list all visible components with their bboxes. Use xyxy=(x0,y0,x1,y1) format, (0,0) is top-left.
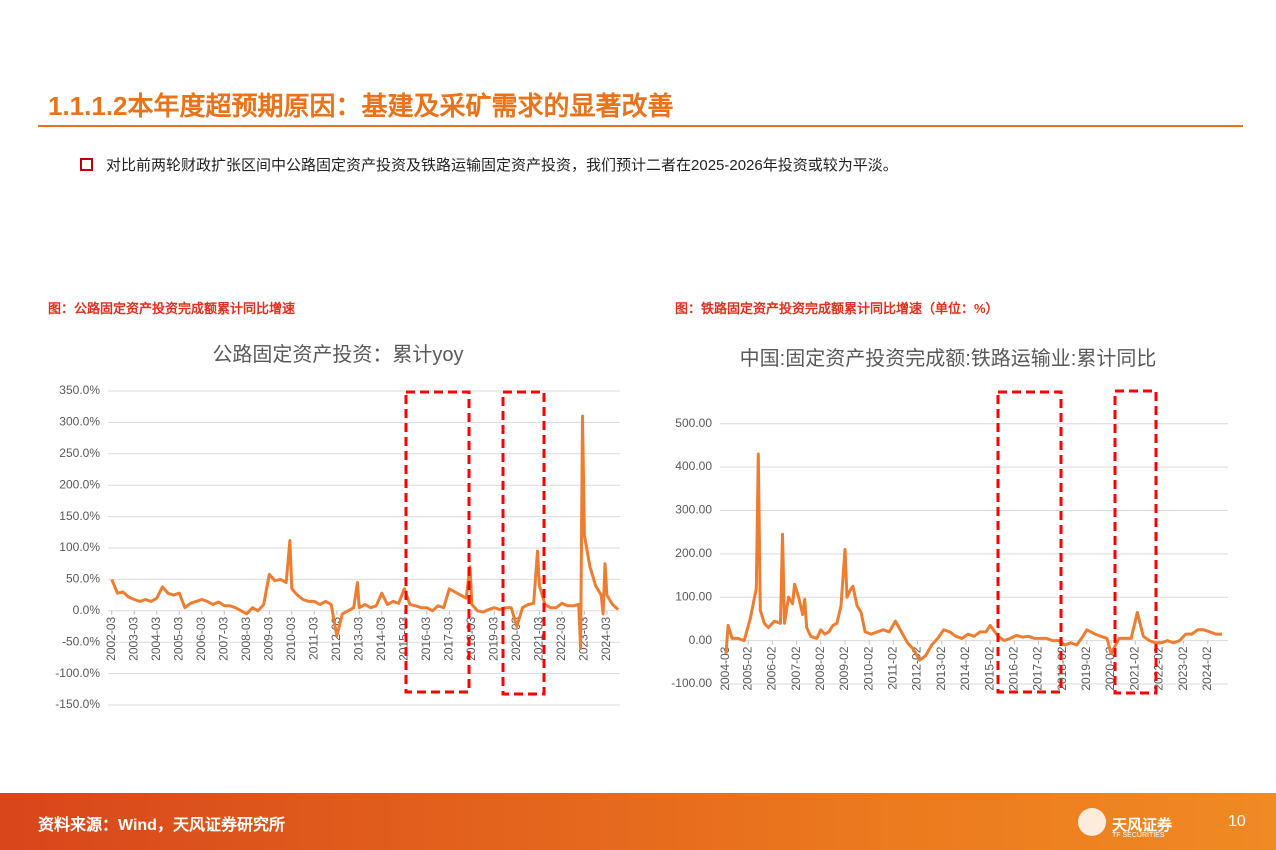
chart-caption: 图：铁路固定资产投资完成额累计同比增速（单位：%） xyxy=(675,301,999,316)
x-tick-label: 2019-03 xyxy=(487,616,501,660)
x-tick-label: 2014-02 xyxy=(958,646,972,690)
x-tick-label: 2010-03 xyxy=(284,616,298,660)
y-tick-label: -100.0% xyxy=(55,666,100,680)
page-number: 10 xyxy=(1228,813,1246,830)
x-tick-label: 2009-03 xyxy=(261,616,275,660)
x-tick-label: 2022-03 xyxy=(554,616,568,660)
x-tick-label: 2012-02 xyxy=(910,646,924,690)
data-line xyxy=(110,414,620,650)
x-tick-label: 2015-02 xyxy=(982,646,996,690)
x-tick-label: 2016-02 xyxy=(1006,646,1020,690)
y-tick-label: 300.0% xyxy=(59,415,100,429)
footer-bar xyxy=(0,793,1276,850)
x-tick-label: 2021-03 xyxy=(532,616,546,660)
logo-text: 天风证券 xyxy=(1112,817,1173,834)
y-tick-label: 100.0% xyxy=(59,540,100,554)
highlight-box xyxy=(501,390,546,696)
x-tick-label: 2010-02 xyxy=(861,646,875,690)
x-tick-label: 2008-02 xyxy=(813,646,827,690)
x-tick-label: 2007-03 xyxy=(216,616,230,660)
y-tick-label: 0.0% xyxy=(73,603,101,617)
chart-title: 公路固定资产投资：累计yoy xyxy=(212,344,464,366)
highlight-box xyxy=(404,390,471,694)
x-tick-label: 2011-02 xyxy=(886,646,900,689)
y-tick-label: 400.00 xyxy=(675,459,712,473)
y-tick-label: 100.00 xyxy=(675,589,712,603)
x-tick-label: 2008-03 xyxy=(239,616,253,660)
source-note: 资料来源：Wind，天风证券研究所 xyxy=(38,817,285,834)
x-tick-label: 2014-03 xyxy=(374,616,388,660)
y-tick-label: -50.0% xyxy=(62,634,100,648)
logo-icon xyxy=(1078,808,1106,836)
x-tick-label: 2021-02 xyxy=(1127,646,1141,690)
y-tick-label: 200.0% xyxy=(59,477,100,491)
chart-caption: 图：公路固定资产投资完成额累计同比增速 xyxy=(48,301,296,316)
highlight-boxes xyxy=(404,389,1158,696)
highlight-box xyxy=(1113,389,1158,695)
y-tick-label: 250.0% xyxy=(59,446,100,460)
x-tick-label: 2006-02 xyxy=(765,646,779,690)
y-tick-label: 0.00 xyxy=(689,633,713,647)
x-tick-label: 2024-02 xyxy=(1200,646,1214,690)
x-tick-label: 2006-03 xyxy=(194,616,208,660)
x-tick-label: 2016-03 xyxy=(419,616,433,660)
y-tick-label: 50.0% xyxy=(66,572,100,586)
x-tick-label: 2019-02 xyxy=(1079,646,1093,690)
x-tick-label: 2018-03 xyxy=(464,616,478,660)
y-tick-label: -150.0% xyxy=(55,697,100,711)
chart-title: 中国:固定资产投资完成额:铁路运输业:累计同比 xyxy=(739,348,1157,370)
x-tick-label: 2005-02 xyxy=(740,646,754,690)
x-tick-label: 2013-03 xyxy=(351,616,365,660)
slide-title: 1.1.1.2本年度超预期原因：基建及采矿需求的显著改善 xyxy=(48,91,674,121)
x-tick-label: 2003-03 xyxy=(126,616,140,660)
bullet-icon xyxy=(80,158,93,171)
x-tick-label: 2011-03 xyxy=(306,616,320,659)
x-tick-label: 2004-03 xyxy=(149,616,163,660)
x-tick-label: 2024-03 xyxy=(599,616,613,660)
x-tick-label: 2022-02 xyxy=(1152,646,1166,690)
y-tick-label: 300.00 xyxy=(675,503,712,517)
x-tick-label: 2002-03 xyxy=(104,616,118,660)
x-tick-label: 2020-03 xyxy=(509,616,523,660)
x-tick-label: 2023-02 xyxy=(1176,646,1190,690)
x-tick-label: 2013-02 xyxy=(934,646,948,690)
x-tick-label: 2017-03 xyxy=(442,616,456,660)
x-tick-label: 2004-03 xyxy=(718,646,732,690)
title-rule xyxy=(38,125,1243,127)
x-tick-label: 2007-02 xyxy=(789,646,803,690)
x-tick-label: 2015-03 xyxy=(396,616,410,660)
x-tick-label: 2005-03 xyxy=(171,616,185,660)
data-line xyxy=(724,452,1222,662)
y-tick-label: 500.00 xyxy=(675,416,712,430)
x-tick-label: 2009-02 xyxy=(837,646,851,690)
y-tick-label: 350.0% xyxy=(59,383,100,397)
y-tick-label: 200.00 xyxy=(675,546,712,560)
bullet-text: 对比前两轮财政扩张区间中公路固定资产投资及铁路运输固定资产投资，我们预计二者在2… xyxy=(106,157,898,174)
x-tick-label: 2017-02 xyxy=(1031,646,1045,690)
y-tick-label: 150.0% xyxy=(59,509,100,523)
highlight-box xyxy=(996,390,1063,694)
y-tick-label: -100.00 xyxy=(671,676,712,690)
logo-en: TF SECURITIES xyxy=(1112,832,1165,839)
